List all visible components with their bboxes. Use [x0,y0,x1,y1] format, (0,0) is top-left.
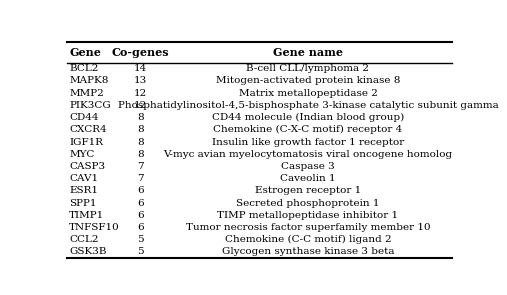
Text: Chemokine (C-C motif) ligand 2: Chemokine (C-C motif) ligand 2 [225,235,391,244]
Text: 6: 6 [137,223,144,232]
Text: TIMP1: TIMP1 [69,211,104,220]
Text: Gene name: Gene name [273,47,343,58]
Text: CD44: CD44 [69,113,99,122]
Text: 5: 5 [137,235,144,244]
Text: Gene: Gene [69,47,101,58]
Text: MYC: MYC [69,150,95,159]
Text: Caveolin 1: Caveolin 1 [280,174,336,183]
Text: GSK3B: GSK3B [69,248,107,256]
Text: 5: 5 [137,248,144,256]
Text: 8: 8 [137,125,144,134]
Text: 7: 7 [137,162,144,171]
Text: Caspase 3: Caspase 3 [281,162,335,171]
Text: 7: 7 [137,174,144,183]
Text: B-cell CLL/lymphoma 2: B-cell CLL/lymphoma 2 [246,64,370,73]
Text: 6: 6 [137,186,144,195]
Text: TIMP metallopeptidase inhibitor 1: TIMP metallopeptidase inhibitor 1 [218,211,399,220]
Text: 12: 12 [134,101,147,110]
Text: CCL2: CCL2 [69,235,99,244]
Text: CXCR4: CXCR4 [69,125,107,134]
Text: Secreted phosphoprotein 1: Secreted phosphoprotein 1 [236,199,380,208]
Text: ESR1: ESR1 [69,186,98,195]
Text: 6: 6 [137,199,144,208]
Text: CD44 molecule (Indian blood group): CD44 molecule (Indian blood group) [212,113,404,122]
Text: 8: 8 [137,113,144,122]
Text: 13: 13 [134,76,147,86]
Text: Co-genes: Co-genes [112,47,169,58]
Text: 6: 6 [137,211,144,220]
Text: Matrix metallopeptidase 2: Matrix metallopeptidase 2 [238,89,377,98]
Text: MMP2: MMP2 [69,89,104,98]
Text: CAV1: CAV1 [69,174,98,183]
Text: CASP3: CASP3 [69,162,105,171]
Text: Tumor necrosis factor superfamily member 10: Tumor necrosis factor superfamily member… [186,223,430,232]
Text: Glycogen synthase kinase 3 beta: Glycogen synthase kinase 3 beta [222,248,394,256]
Text: Chemokine (C-X-C motif) receptor 4: Chemokine (C-X-C motif) receptor 4 [213,125,403,134]
Text: Estrogen receptor 1: Estrogen receptor 1 [255,186,361,195]
Text: Mitogen-activated protein kinase 8: Mitogen-activated protein kinase 8 [216,76,400,86]
Text: IGF1R: IGF1R [69,137,103,147]
Text: BCL2: BCL2 [69,64,99,73]
Text: 14: 14 [134,64,147,73]
Text: Insulin like growth factor 1 receptor: Insulin like growth factor 1 receptor [212,137,404,147]
Text: MAPK8: MAPK8 [69,76,108,86]
Text: TNFSF10: TNFSF10 [69,223,120,232]
Text: V-myc avian myelocytomatosis viral oncogene homolog: V-myc avian myelocytomatosis viral oncog… [163,150,453,159]
Text: SPP1: SPP1 [69,199,97,208]
Text: 12: 12 [134,89,147,98]
Text: 8: 8 [137,150,144,159]
Text: 8: 8 [137,137,144,147]
Text: PIK3CG: PIK3CG [69,101,111,110]
Text: Phosphatidylinositol-4,5-bisphosphate 3-kinase catalytic subunit gamma: Phosphatidylinositol-4,5-bisphosphate 3-… [118,101,498,110]
